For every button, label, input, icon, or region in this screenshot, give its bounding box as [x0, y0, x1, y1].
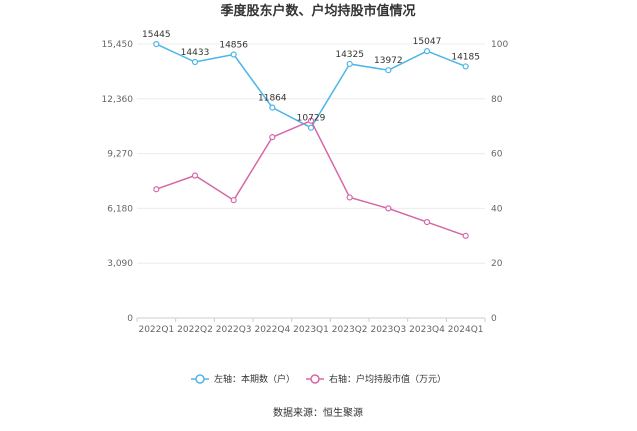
- y-right-tick-label: 60: [491, 150, 503, 160]
- y-right-tick-label: 20: [491, 259, 503, 269]
- data-label: 14185: [451, 52, 480, 62]
- data-label: 15047: [413, 37, 442, 47]
- legend-label-households: 左轴：本期数（户）: [214, 373, 295, 385]
- data-point: [385, 205, 392, 212]
- chart-title: 季度股东户数、户均持股市值情况: [219, 3, 415, 19]
- data-label: 14856: [219, 41, 248, 51]
- source-note: 数据来源：恒生聚源: [273, 406, 363, 419]
- x-tick-label: 2022Q3: [216, 325, 252, 335]
- series-line-avg-value: [156, 119, 466, 237]
- y-left-tick-label: 6,180: [107, 204, 133, 214]
- y-left-tick-label: 9,270: [107, 150, 133, 160]
- x-tick-label: 2024Q1: [448, 325, 484, 335]
- x-tick-label: 2023Q2: [332, 325, 368, 335]
- y-left-tick-label: 12,360: [102, 95, 134, 105]
- data-point: [346, 60, 353, 68]
- y-right-tick-label: 40: [491, 204, 503, 214]
- data-point: [153, 186, 160, 193]
- data-labels: 15445 14433 14856 11864 10729 14325 13972 15047…: [142, 30, 480, 124]
- y-right-tick-label: 80: [491, 95, 503, 105]
- y-left-tick-label: 0: [127, 314, 133, 324]
- data-point: [307, 124, 315, 131]
- legend-item-households[interactable]: 左轴：本期数（户）: [191, 373, 295, 385]
- data-point: [423, 48, 431, 55]
- data-label: 15445: [142, 30, 171, 40]
- left-axis: 0 3,090 6,180 9,270 12,360 15,450: [102, 40, 134, 324]
- legend: 左轴：本期数（户） 右轴：户均持股市值（万元）: [191, 373, 446, 385]
- x-tick-label: 2023Q4: [409, 325, 445, 335]
- right-axis: 0 20 40 60 80 100: [491, 40, 508, 324]
- data-point: [462, 232, 469, 239]
- grid: [137, 43, 485, 319]
- x-tick-label: 2022Q2: [177, 325, 213, 335]
- data-point: [269, 104, 276, 111]
- data-point: [153, 40, 160, 48]
- x-tick-label: 2023Q1: [293, 325, 329, 335]
- data-point: [423, 219, 431, 226]
- series-layer: [153, 40, 469, 239]
- data-point: [191, 172, 199, 179]
- x-tick-label: 2022Q4: [254, 325, 290, 335]
- data-point: [307, 117, 315, 124]
- data-label: 11864: [258, 94, 287, 104]
- y-left-tick-label: 15,450: [102, 40, 134, 50]
- y-right-tick-label: 0: [491, 314, 497, 324]
- y-right-tick-label: 100: [491, 40, 508, 50]
- data-point: [346, 194, 353, 201]
- data-point: [230, 197, 237, 204]
- data-label: 14433: [181, 48, 210, 58]
- y-left-tick-label: 3,090: [107, 259, 133, 269]
- data-point: [462, 63, 469, 70]
- data-label: 13972: [374, 56, 403, 66]
- data-point: [269, 134, 276, 141]
- x-tick-label: 2023Q3: [370, 325, 406, 335]
- x-axis: 2022Q1 2022Q2 2022Q3 2022Q4 2023Q1 2023Q2 2023…: [136, 318, 486, 335]
- data-point: [191, 58, 199, 66]
- data-label: 10729: [297, 114, 326, 124]
- data-label: 14325: [335, 50, 364, 60]
- x-tick-label: 2022Q1: [138, 325, 174, 335]
- data-point: [230, 51, 237, 58]
- legend-label-avg-value: 右轴：户均持股市值（万元）: [329, 373, 446, 385]
- data-point: [385, 67, 392, 74]
- legend-item-avg-value[interactable]: 右轴：户均持股市值（万元）: [306, 373, 446, 385]
